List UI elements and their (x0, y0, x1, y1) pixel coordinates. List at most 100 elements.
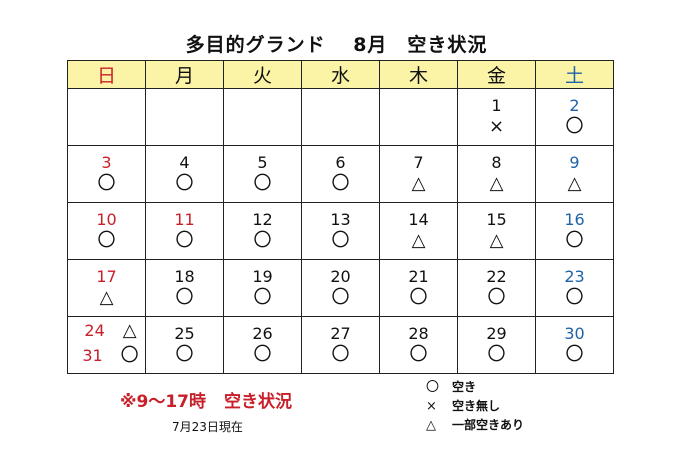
circle-icon: 〇 (565, 230, 584, 251)
day-number: 2 (569, 96, 580, 115)
circle-icon: 〇 (331, 344, 350, 365)
weekday-header: 金 (457, 60, 536, 89)
calendar-day: 13 〇 (301, 202, 380, 260)
availability-calendar: 日月火水木金土 1 × 2 〇 3 〇 4 〇 5 〇 6 〇 7 △ 8 △ 9 △ 10 〇 11 〇 12 〇 13 〇 14… (67, 60, 614, 374)
day-number: 3 (101, 153, 112, 172)
circle-icon: 〇 (331, 173, 350, 194)
calendar-day: 9 △ (535, 145, 614, 203)
triangle-icon: △ (411, 230, 426, 251)
hours-note: ※9～17時 空き状況 (120, 387, 292, 412)
calendar-body: 1 × 2 〇 3 〇 4 〇 5 〇 6 〇 7 △ 8 △ 9 △ 10 〇 11 〇 12 〇 13 〇 14 △ 15 △ 16 〇 1… (67, 88, 614, 374)
day-number: 17 (96, 267, 117, 286)
circle-icon: 〇 (253, 344, 272, 365)
day-number: 10 (96, 210, 117, 229)
triangle-icon: △ (122, 320, 137, 341)
cross-icon: × (488, 116, 505, 137)
calendar-day-empty (67, 88, 146, 146)
calendar-day: 12 〇 (223, 202, 302, 260)
updated-date: 7月23日現在 (172, 420, 243, 434)
calendar-day: 14 △ (379, 202, 458, 260)
calendar-day: 10 〇 (67, 202, 146, 260)
day-number: 26 (252, 324, 273, 343)
legend-label: 空き無し (452, 399, 501, 413)
legend-label: 空き (452, 380, 477, 394)
weekday-header: 火 (223, 60, 302, 89)
circle-icon: 〇 (253, 287, 272, 308)
calendar-day-empty (145, 88, 224, 146)
legend-item-partial: △ 一部空きあり (426, 416, 524, 435)
day-number: 8 (491, 153, 502, 172)
calendar-day-empty (223, 88, 302, 146)
circle-icon: 〇 (331, 287, 350, 308)
day-number: 6 (335, 153, 346, 172)
calendar-day: 17 △ (67, 259, 146, 317)
triangle-icon: △ (411, 173, 426, 194)
day-number: 27 (330, 324, 351, 343)
calendar-day: 30 〇 (535, 316, 614, 374)
weekday-header: 月 (145, 60, 224, 89)
weekday-header: 土 (535, 60, 614, 89)
circle-icon: 〇 (565, 287, 584, 308)
circle-icon: 〇 (487, 287, 506, 308)
calendar-week: 24 △ 31 〇 25 〇 26 〇 27 〇 28 〇 29 〇 30 〇 (67, 316, 614, 374)
day-number: 31 (82, 346, 103, 365)
day-number: 24 (84, 321, 105, 340)
day-number: 23 (564, 267, 585, 286)
day-number: 7 (413, 153, 424, 172)
day-number: 28 (408, 324, 429, 343)
calendar-day: 21 〇 (379, 259, 458, 317)
day-number: 16 (564, 210, 585, 229)
calendar-week: 3 〇 4 〇 5 〇 6 〇 7 △ 8 △ 9 △ (67, 145, 614, 203)
circle-icon: 〇 (97, 230, 116, 251)
day-number: 19 (252, 267, 273, 286)
day-number: 22 (486, 267, 507, 286)
split-day: 24 △ (68, 320, 145, 342)
calendar-day: 22 〇 (457, 259, 536, 317)
calendar-day: 25 〇 (145, 316, 224, 374)
day-number: 9 (569, 153, 580, 172)
legend-item-full: × 空き無し (426, 397, 524, 416)
circle-icon: 〇 (120, 345, 139, 366)
circle-icon: 〇 (253, 230, 272, 251)
day-number: 12 (252, 210, 273, 229)
circle-icon: 〇 (175, 344, 194, 365)
weekday-header: 木 (379, 60, 458, 89)
day-number: 13 (330, 210, 351, 229)
day-number: 14 (408, 210, 429, 229)
calendar-day: 18 〇 (145, 259, 224, 317)
circle-icon: 〇 (97, 173, 116, 194)
circle-icon: 〇 (409, 287, 428, 308)
day-number: 5 (257, 153, 268, 172)
calendar-day: 23 〇 (535, 259, 614, 317)
circle-icon: 〇 (331, 230, 350, 251)
calendar-day: 16 〇 (535, 202, 614, 260)
weekday-header: 日 (67, 60, 146, 89)
calendar-day: 24 △ 31 〇 (67, 316, 146, 374)
calendar-day: 20 〇 (301, 259, 380, 317)
triangle-icon: △ (489, 230, 504, 251)
legend-label: 一部空きあり (452, 418, 525, 432)
day-number: 18 (174, 267, 195, 286)
calendar-day: 15 △ (457, 202, 536, 260)
day-number: 11 (174, 210, 195, 229)
circle-icon: 〇 (409, 344, 428, 365)
day-number: 21 (408, 267, 429, 286)
day-number: 25 (174, 324, 195, 343)
circle-icon: 〇 (175, 230, 194, 251)
calendar-day: 19 〇 (223, 259, 302, 317)
day-number: 15 (486, 210, 507, 229)
calendar-day: 26 〇 (223, 316, 302, 374)
circle-icon: 〇 (565, 116, 584, 137)
page-title: 多目的グランド 8月 空き状況 (185, 34, 488, 56)
cross-icon: × (426, 399, 437, 414)
hours-note-label: 空き状況 (224, 392, 293, 412)
circle-icon: 〇 (565, 344, 584, 365)
calendar-day: 28 〇 (379, 316, 458, 374)
day-number: 4 (179, 153, 190, 172)
triangle-icon: △ (567, 173, 582, 194)
